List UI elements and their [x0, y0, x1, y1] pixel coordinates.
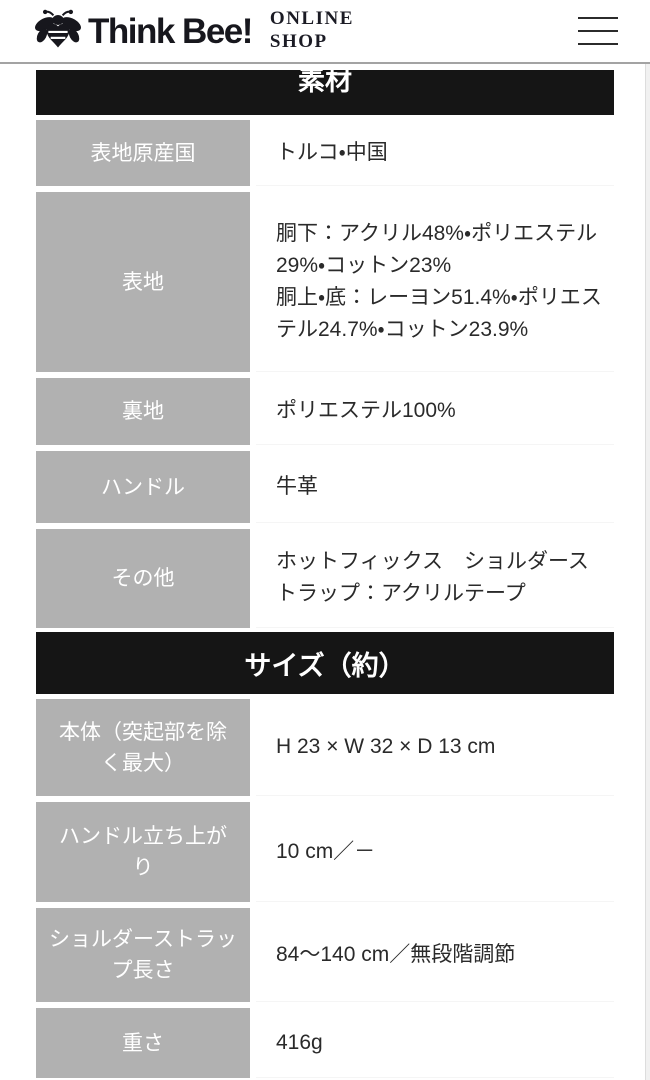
spec-value: 胴下：アクリル48%・ポリエステル29%・コットン23% 胴上・底：レーヨン51… — [256, 192, 614, 372]
section-title: サイズ（約） — [244, 650, 406, 681]
spec-label: 表地原産国 — [36, 120, 250, 186]
hamburger-icon — [578, 17, 618, 19]
section-title: 素材 — [298, 70, 352, 96]
spec-label: 裏地 — [36, 378, 250, 445]
spec-label: ハンドル — [36, 451, 250, 523]
spec-value: トルコ・中国 — [256, 120, 614, 186]
spec-value: 牛革 — [256, 451, 614, 523]
spec-value: H 23 × W 32 × D 13 cm — [256, 699, 614, 796]
spec-label: 重さ — [36, 1008, 250, 1078]
spec-label: その他 — [36, 529, 250, 628]
section-header-material: 素材 — [36, 70, 614, 115]
spec-value: ポリエステル100% — [256, 378, 614, 445]
hamburger-icon — [578, 30, 618, 32]
spec-value: 84〜140 cm／無段階調節 — [256, 908, 614, 1002]
product-spec-tables: 素材 表地原産国 トルコ・中国 表地 胴下：アクリル48%・ポリエステル29%・… — [0, 64, 650, 1078]
spec-label: ショルダーストラップ長さ — [36, 908, 250, 1002]
menu-button[interactable] — [576, 11, 620, 51]
spec-label: 表地 — [36, 192, 250, 372]
spec-label: 本体（突起部を除く最大） — [36, 699, 250, 796]
bee-icon — [35, 9, 81, 48]
spec-row-strap-length: ショルダーストラップ長さ 84〜140 cm／無段階調節 — [36, 908, 614, 1002]
spec-row-origin: 表地原産国 トルコ・中国 — [36, 120, 614, 186]
spec-row-lining: 裏地 ポリエステル100% — [36, 378, 614, 445]
spec-value: ホットフィックス ショルダーストラップ：アクリルテープ — [256, 529, 614, 628]
logo-link[interactable]: Think Bee! ONLINE SHOP — [34, 8, 354, 54]
brand-sub-line2: SHOP — [269, 31, 328, 52]
brand-sub-text: ONLINE SHOP — [270, 8, 354, 54]
spec-row-weight: 重さ 416g — [36, 1008, 614, 1078]
spec-value: 10 cm／－ — [256, 802, 614, 902]
site-header: Think Bee! ONLINE SHOP — [0, 0, 650, 64]
spec-row-outer-fabric: 表地 胴下：アクリル48%・ポリエステル29%・コットン23% 胴上・底：レーヨ… — [36, 192, 614, 372]
brand-logo-text: Think Bee! — [88, 11, 253, 51]
spec-label: ハンドル立ち上がり — [36, 802, 250, 902]
section-header-size: サイズ（約） — [36, 632, 614, 694]
hamburger-icon — [578, 43, 618, 45]
spec-row-handle-drop: ハンドル立ち上がり 10 cm／－ — [36, 802, 614, 902]
spec-row-body-size: 本体（突起部を除く最大） H 23 × W 32 × D 13 cm — [36, 699, 614, 796]
spec-row-handle: ハンドル 牛革 — [36, 451, 614, 523]
spec-row-other: その他 ホットフィックス ショルダーストラップ：アクリルテープ — [36, 529, 614, 628]
scrollbar[interactable] — [645, 64, 650, 1080]
spec-value: 416g — [256, 1008, 614, 1078]
brand-sub-line1: ONLINE — [269, 8, 354, 30]
